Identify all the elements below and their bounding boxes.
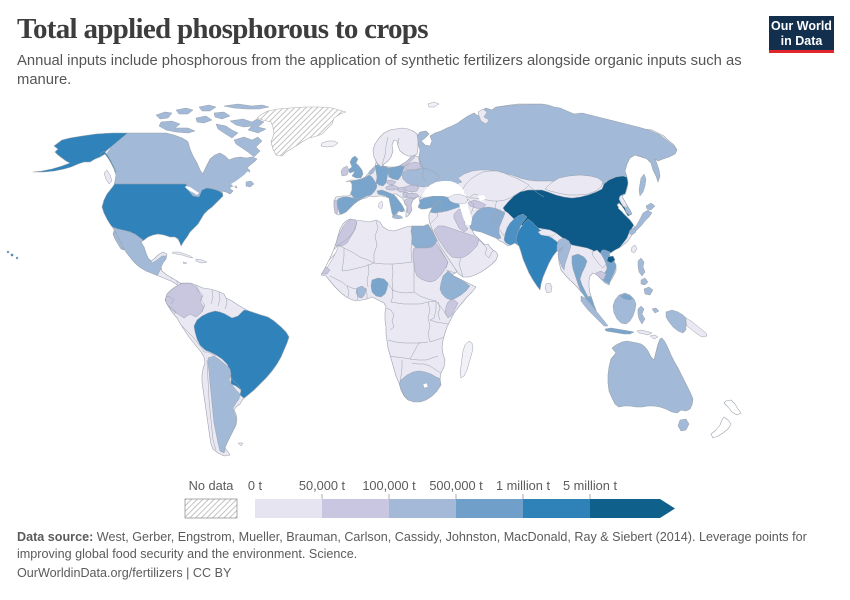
svg-text:5 million t: 5 million t xyxy=(563,478,617,493)
svg-text:50,000 t: 50,000 t xyxy=(299,478,346,493)
svg-text:500,000 t: 500,000 t xyxy=(429,478,483,493)
svg-text:0 t: 0 t xyxy=(248,478,263,493)
svg-text:No data: No data xyxy=(189,478,235,493)
svg-text:1 million t: 1 million t xyxy=(496,478,550,493)
svg-text:100,000 t: 100,000 t xyxy=(362,478,416,493)
